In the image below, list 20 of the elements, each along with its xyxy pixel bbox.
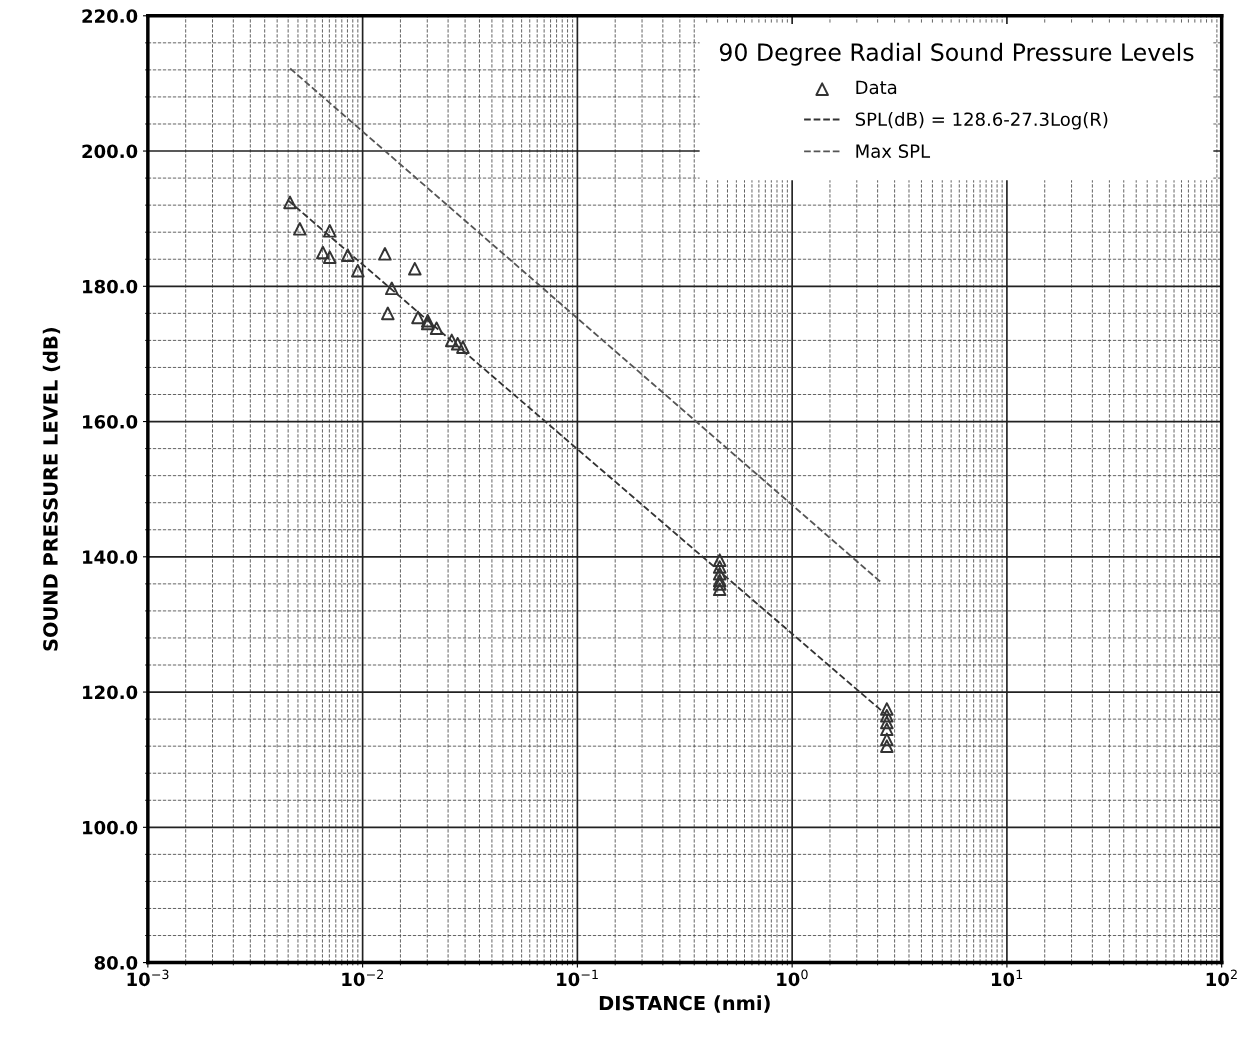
y-tick-label: 140.0 <box>83 550 138 564</box>
y-tick-label: 120.0 <box>83 685 138 700</box>
legend-title: 90 Degree Radial Sound Pressure Levels <box>719 42 1194 66</box>
x-tick-label: 10$^{−1}$ <box>557 969 598 987</box>
legend-label: Data <box>856 80 897 95</box>
x-tick-label: 10$^{2}$ <box>1206 969 1237 987</box>
y-tick-label: 180.0 <box>83 279 138 294</box>
x-axis-title: DISTANCE (nmi) <box>599 995 770 1013</box>
y-tick-label: 160.0 <box>83 415 138 429</box>
x-tick-label: 10$^{0}$ <box>777 969 808 987</box>
y-tick-label: 80.0 <box>94 956 138 970</box>
legend-label: SPL(dB) = 128.6-27.3Log(R) <box>855 112 1108 130</box>
y-tick-label: 220.0 <box>82 9 138 23</box>
x-tick-label: 10$^{−2}$ <box>342 969 383 987</box>
x-tick-label: 10$^{1}$ <box>991 969 1023 987</box>
x-tick-label: 10$^{−3}$ <box>127 969 169 987</box>
y-tick-label: 200.0 <box>82 144 138 159</box>
legend-label: Max SPL <box>856 144 931 158</box>
y-axis-title: SOUND PRESSURE LEVEL (dB) <box>42 328 61 651</box>
y-tick-label: 100.0 <box>83 820 138 835</box>
